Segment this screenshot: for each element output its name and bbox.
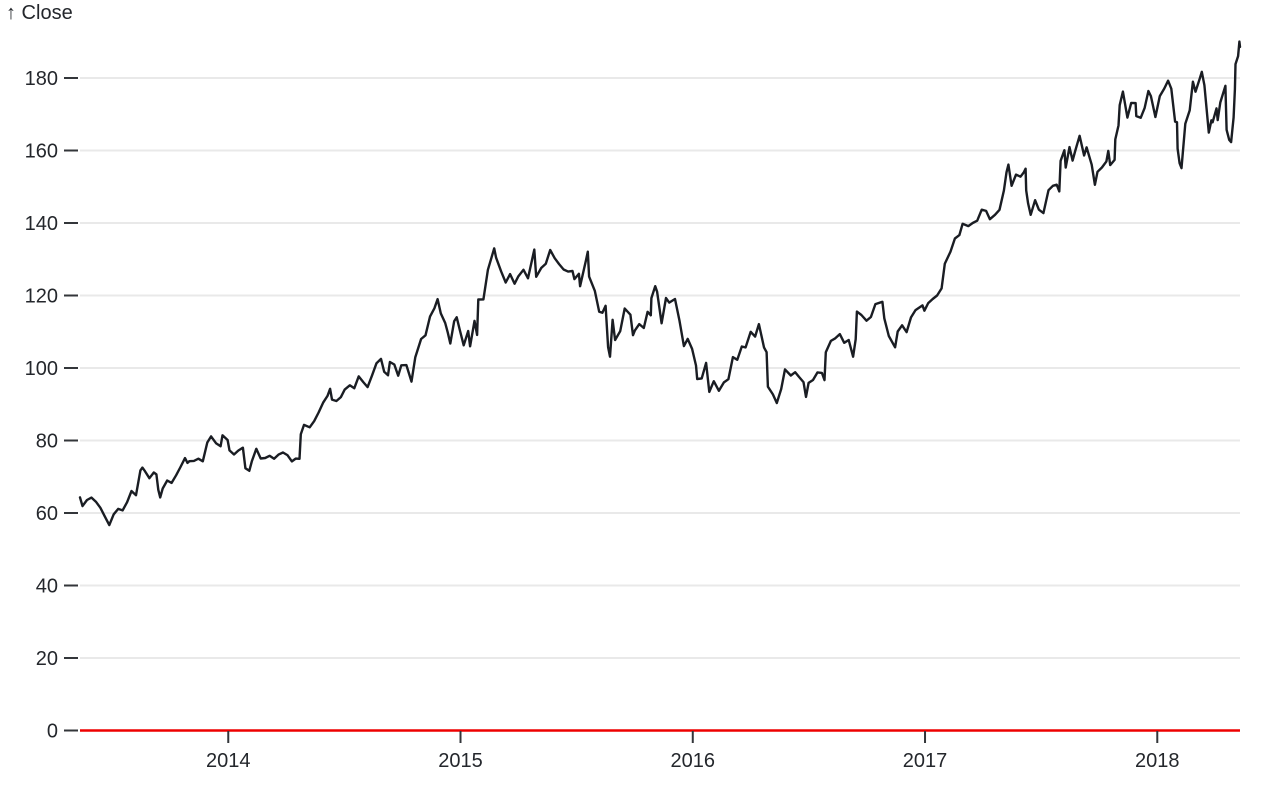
y-tick-label: 60 [36, 503, 58, 525]
y-tick-label: 80 [36, 431, 58, 453]
x-tick-label: 2017 [903, 750, 948, 772]
y-tick-label: 20 [36, 648, 58, 670]
y-tick-label: 180 [25, 68, 58, 90]
x-tick-label: 2014 [206, 750, 251, 772]
x-tick-label: 2016 [671, 750, 716, 772]
y-tick-label: 160 [25, 141, 58, 163]
price-line [78, 40, 1242, 527]
y-tick-label: 140 [25, 213, 58, 235]
x-tick-label: 2018 [1135, 750, 1180, 772]
y-tick-label: 100 [25, 358, 58, 380]
y-tick-label: 120 [25, 286, 58, 308]
y-axis-title: ↑ Close [6, 2, 73, 24]
y-tick-label: 0 [47, 721, 58, 743]
y-tick-label: 40 [36, 576, 58, 598]
x-tick-label: 2015 [438, 750, 483, 772]
